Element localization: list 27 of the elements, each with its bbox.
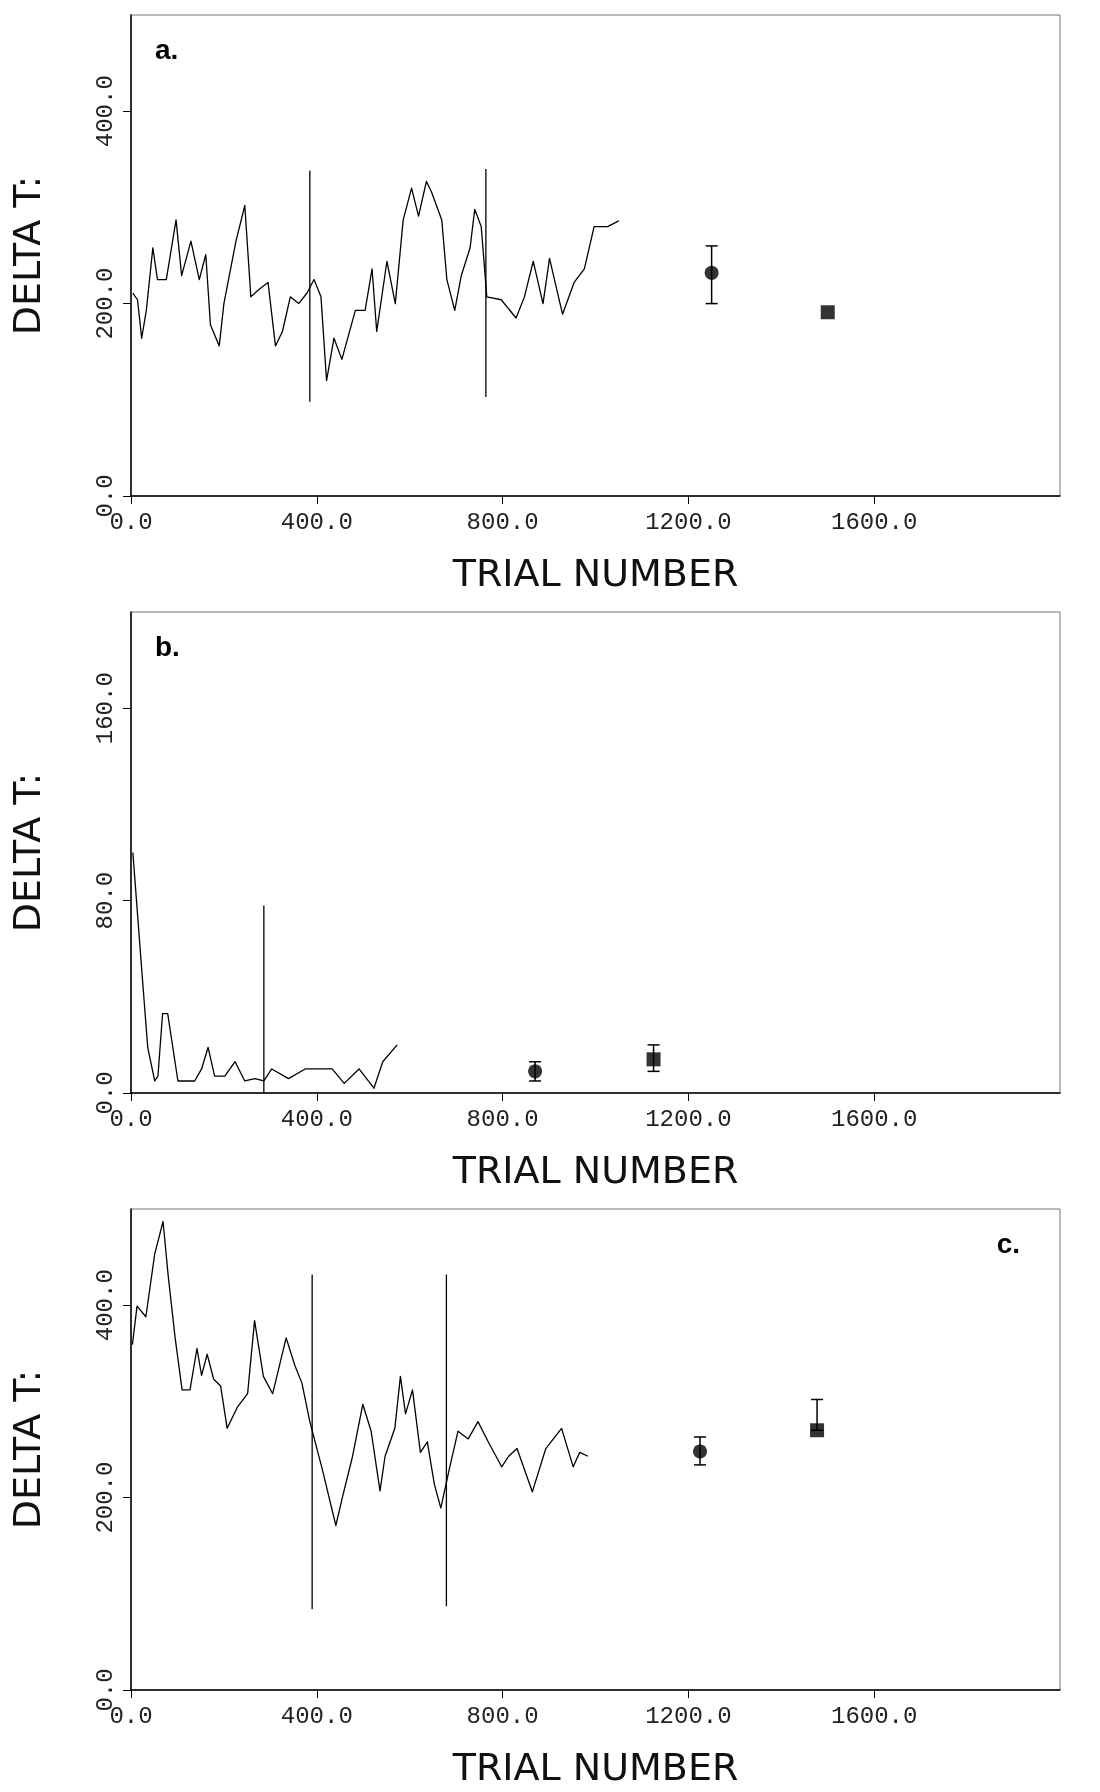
x-tick-label: 800.0 xyxy=(466,1105,539,1133)
y-tick-label: 400.0 xyxy=(91,1269,119,1342)
x-axis-title: TRIAL NUMBER xyxy=(451,551,739,595)
x-tick-label: 400.0 xyxy=(280,1702,353,1730)
x-axis-title: TRIAL NUMBER xyxy=(451,1148,739,1192)
y-tick-label: 400.0 xyxy=(91,75,119,148)
y-tick-label: 200.0 xyxy=(91,267,119,340)
x-tick-label: 800.0 xyxy=(466,508,539,536)
x-tick-label: 400.0 xyxy=(280,1105,353,1133)
y-tick-label: 160.0 xyxy=(91,672,119,745)
x-tick-label: 1600.0 xyxy=(830,1105,918,1133)
annotation: a. xyxy=(155,33,179,65)
x-tick-label: 1200.0 xyxy=(645,1702,732,1730)
y-tick-label: 200.0 xyxy=(91,1461,119,1534)
x-tick-label: 400.0 xyxy=(280,508,353,536)
x-tick-label: 1200.0 xyxy=(645,1105,732,1133)
x-tick-label: 1200.0 xyxy=(645,508,732,536)
y-tick-label: 80.0 xyxy=(91,871,119,930)
x-tick-label: 800.0 xyxy=(466,1702,539,1730)
y-axis-title: DELTA T: xyxy=(5,772,49,933)
x-axis-title: TRIAL NUMBER xyxy=(451,1745,739,1789)
annotation: b. xyxy=(155,630,180,662)
x-tick-label: 1600.0 xyxy=(830,1702,918,1730)
annotation: c. xyxy=(996,1227,1021,1259)
y-axis-title: DELTA T: xyxy=(5,175,49,336)
y-axis-title: DELTA T: xyxy=(5,1369,49,1530)
x-tick-label: 1600.0 xyxy=(830,508,918,536)
